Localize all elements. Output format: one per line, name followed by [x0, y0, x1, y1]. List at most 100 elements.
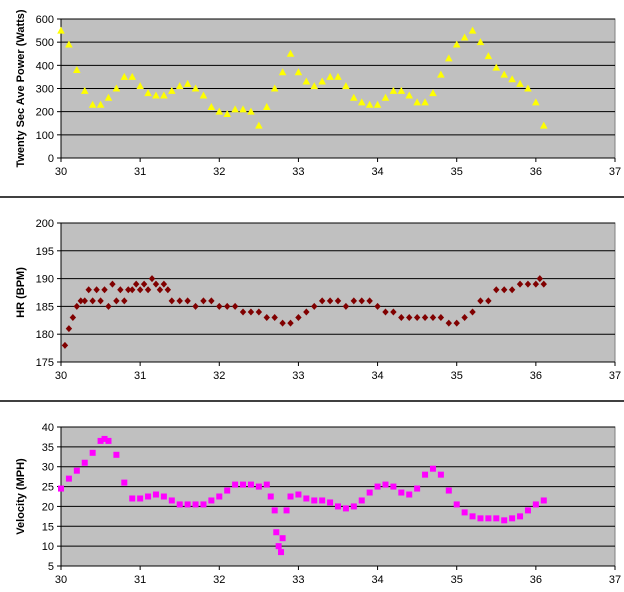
- data-point: [104, 93, 113, 101]
- data-point: [366, 489, 373, 496]
- data-point: [366, 297, 373, 305]
- data-point: [88, 100, 97, 108]
- data-point: [93, 286, 100, 294]
- data-point: [484, 52, 493, 60]
- data-point: [270, 84, 279, 92]
- data-point: [278, 549, 285, 556]
- data-point: [156, 286, 164, 294]
- data-point: [397, 86, 406, 94]
- data-point: [263, 481, 270, 488]
- data-point: [429, 89, 437, 97]
- data-point: [80, 86, 89, 94]
- y-tick-label: 180: [36, 329, 54, 341]
- x-tick-label: 32: [213, 370, 225, 382]
- data-point: [263, 314, 270, 322]
- data-point: [508, 75, 516, 83]
- data-point: [509, 515, 516, 522]
- data-point: [413, 314, 421, 322]
- data-point: [77, 297, 84, 305]
- data-point: [516, 280, 524, 288]
- data-point: [294, 68, 303, 76]
- data-point: [501, 286, 508, 294]
- data-point: [422, 471, 429, 478]
- data-point: [208, 297, 215, 305]
- data-point: [477, 297, 484, 305]
- data-point: [247, 107, 255, 115]
- data-point: [319, 497, 326, 504]
- data-point: [97, 437, 104, 444]
- data-point: [303, 308, 310, 316]
- data-point: [105, 302, 112, 310]
- data-point: [101, 435, 108, 442]
- data-point: [231, 105, 239, 113]
- data-point: [445, 319, 452, 327]
- data-point: [532, 98, 540, 106]
- data-point: [271, 507, 278, 514]
- y-axis-title: Twenty Sec Ave Power (Watts): [15, 9, 27, 167]
- data-point: [69, 314, 77, 322]
- data-point: [112, 84, 121, 92]
- data-point: [96, 100, 105, 108]
- data-point: [476, 38, 485, 46]
- data-point: [73, 467, 80, 474]
- x-tick-label: 33: [292, 166, 304, 178]
- data-point: [89, 449, 96, 456]
- x-tick-label: 30: [55, 166, 67, 178]
- data-point: [469, 308, 476, 316]
- data-point: [232, 481, 239, 488]
- y-tick-label: 600: [36, 14, 54, 26]
- data-point: [437, 70, 445, 78]
- data-point: [493, 286, 500, 294]
- data-point: [445, 487, 452, 494]
- data-point: [374, 483, 381, 490]
- y-tick-label: 100: [36, 130, 54, 142]
- data-point: [200, 501, 207, 508]
- data-point: [247, 481, 254, 488]
- data-point: [255, 483, 262, 490]
- data-point: [445, 54, 453, 62]
- data-point: [303, 495, 310, 502]
- data-point: [73, 302, 81, 310]
- data-point: [492, 63, 501, 71]
- data-point: [148, 275, 156, 283]
- data-point: [121, 479, 128, 486]
- data-point: [240, 481, 247, 488]
- data-point: [302, 77, 311, 85]
- data-point: [216, 302, 223, 310]
- data-point: [540, 280, 547, 288]
- data-point: [160, 280, 168, 288]
- data-point: [532, 280, 540, 288]
- data-series: [57, 26, 548, 129]
- data-point: [152, 280, 160, 288]
- y-tick-label: 0: [48, 153, 54, 165]
- data-point: [121, 297, 128, 305]
- y-tick-label: 185: [36, 301, 54, 313]
- data-point: [350, 297, 358, 305]
- data-point: [413, 98, 421, 106]
- data-point: [461, 509, 468, 516]
- data-point: [485, 515, 492, 522]
- data-point: [326, 297, 334, 305]
- data-point: [405, 91, 414, 99]
- data-point: [406, 314, 413, 322]
- data-point: [500, 70, 508, 78]
- data-point: [485, 297, 492, 305]
- data-point: [287, 319, 294, 327]
- x-tick-label: 36: [530, 166, 542, 178]
- data-point: [109, 280, 116, 288]
- chart-panel-1: 0 100 200 300 400 500 600 30 31 32 33 34 35 36 37 Twent…: [15, 9, 621, 178]
- data-point: [501, 517, 508, 524]
- y-tick-label: 35: [42, 442, 54, 454]
- data-point: [342, 302, 350, 310]
- data-point: [128, 72, 137, 80]
- x-tick-label: 31: [134, 166, 146, 178]
- data-point: [539, 121, 548, 129]
- data-point: [183, 79, 192, 87]
- data-point: [468, 26, 477, 34]
- data-point: [208, 497, 215, 504]
- data-point: [477, 515, 484, 522]
- data-point: [137, 495, 144, 502]
- data-point: [176, 297, 183, 305]
- data-point: [199, 91, 208, 99]
- data-point: [278, 68, 287, 76]
